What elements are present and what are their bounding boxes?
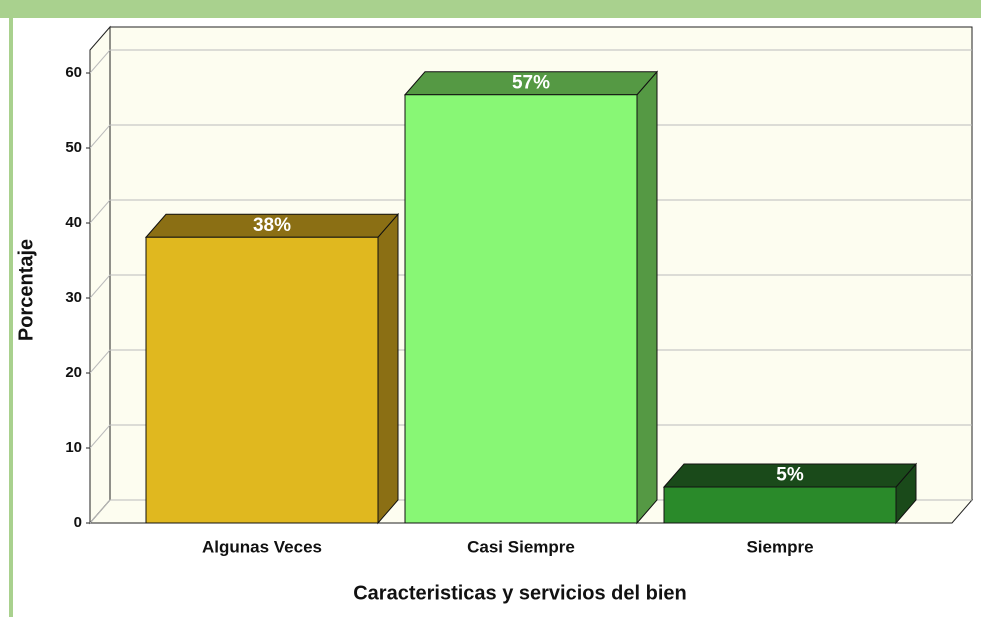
left-border (9, 18, 13, 617)
y-tick-label: 40 (65, 214, 82, 231)
grid-line (89, 349, 111, 374)
y-tick-label: 60 (65, 64, 82, 81)
grid-line (89, 274, 111, 299)
value-label: 38% (253, 215, 291, 236)
y-axis-title: Porcentaje (15, 239, 37, 341)
grid-line (89, 124, 111, 149)
value-label: 57% (512, 72, 550, 93)
x-tick-label: Algunas Veces (202, 537, 322, 556)
value-label: 5% (776, 465, 804, 486)
bar-side (636, 70, 658, 525)
grid-line (89, 199, 111, 224)
bar-side (377, 212, 399, 525)
x-tick-label: Casi Siempre (467, 537, 575, 556)
y-tick-label: 10 (65, 439, 82, 456)
x-tick-label: Siempre (746, 537, 813, 556)
bar (145, 236, 379, 524)
grid-line (89, 424, 111, 449)
side-wall (89, 25, 111, 525)
y-tick-label: 50 (65, 139, 82, 156)
y-tick-label: 30 (65, 289, 82, 306)
y-tick-label: 20 (65, 364, 82, 381)
y-tick-label: 0 (74, 514, 82, 531)
bar (663, 486, 897, 524)
grid-line (89, 499, 111, 524)
x-axis-title: Caracteristicas y servicios del bien (353, 582, 687, 604)
grid-line (89, 49, 111, 74)
top-band (0, 0, 981, 18)
bar (404, 94, 638, 524)
